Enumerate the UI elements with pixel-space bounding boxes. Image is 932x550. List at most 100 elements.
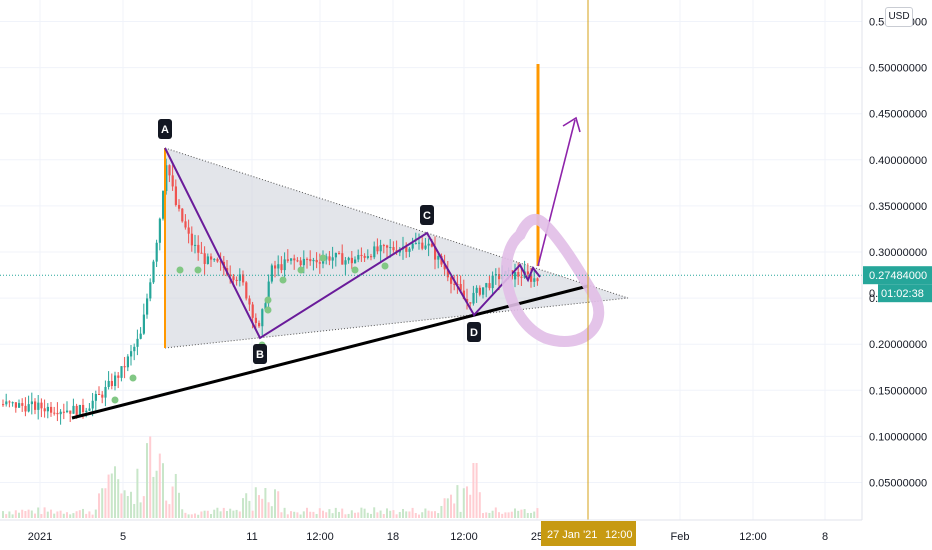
candle-body: [98, 394, 101, 396]
volume-bar: [459, 511, 462, 518]
candle-body: [277, 264, 280, 269]
volume-bar: [5, 514, 8, 518]
currency-button[interactable]: USD: [885, 7, 913, 27]
countdown-pill: [878, 284, 932, 303]
volume-bar: [53, 513, 56, 518]
candle-body: [280, 264, 283, 271]
candle-body: [149, 282, 152, 299]
candle-body: [82, 404, 85, 413]
volume-bar: [91, 514, 94, 518]
highlight-circle: [500, 213, 605, 348]
candle-body: [181, 208, 184, 222]
candle-body: [258, 322, 261, 327]
volume-bar: [277, 491, 280, 518]
candle-body: [85, 410, 88, 413]
volume-bar: [158, 453, 161, 518]
candle-body: [14, 402, 17, 408]
volume-bar: [392, 510, 395, 518]
candle-body: [171, 175, 174, 187]
candle-body: [136, 338, 139, 347]
candle-body: [392, 247, 395, 251]
candle-body: [248, 298, 251, 305]
candle-body: [418, 242, 421, 244]
candle-body: [21, 403, 24, 406]
last-price-value: 0.27484000: [869, 270, 927, 282]
signal-dot: [297, 266, 305, 274]
time-tick-label: 2021: [28, 531, 52, 543]
signal-dot: [381, 262, 389, 270]
volume-bar: [210, 514, 212, 518]
price-tick-label: 0.15000000: [869, 385, 927, 397]
volume-bar: [146, 443, 148, 518]
volume-bar: [139, 502, 142, 518]
candle-body: [210, 256, 213, 260]
volume-bar: [418, 514, 420, 518]
volume-bar: [296, 512, 299, 518]
last-price-pill: [863, 266, 932, 285]
volume-bar: [453, 503, 456, 518]
candle-body: [488, 283, 491, 289]
volume-bar: [30, 510, 33, 518]
price-tick-label: 0.20000000: [869, 339, 927, 351]
volume-bar: [536, 508, 539, 518]
price-tick-label: 0.40000000: [869, 155, 927, 167]
candle-body: [232, 276, 235, 280]
candle-body: [386, 245, 389, 248]
time-axis[interactable]: [0, 520, 862, 550]
candle-body: [312, 259, 315, 262]
volume-bar: [504, 512, 507, 518]
candle-body: [520, 276, 523, 278]
candle-body: [408, 248, 411, 252]
signal-dot: [319, 254, 327, 262]
candle-body: [293, 258, 296, 261]
axis-labels: 0.27484000 01:02:380. 27 Jan '21 12:00: [541, 266, 932, 546]
volume-bar: [238, 511, 241, 518]
volume-bar: [18, 512, 20, 518]
candle-body: [373, 246, 376, 258]
candle-body: [216, 259, 219, 262]
candle-body: [50, 406, 53, 413]
volume-bar: [309, 511, 312, 518]
volume-bar: [168, 504, 171, 518]
candle-body: [306, 258, 309, 260]
candle-body: [94, 394, 97, 401]
point-label-box: [467, 322, 481, 342]
volume-bar: [530, 512, 532, 518]
volume-bar: [494, 507, 497, 518]
volume-bar: [507, 512, 510, 518]
price-tick-label: 0.10000000: [869, 431, 927, 443]
volume-bar: [293, 511, 296, 518]
volume-bar: [136, 468, 139, 518]
candle-body: [526, 271, 529, 275]
volume-bar: [382, 514, 385, 518]
candle-body: [347, 257, 350, 261]
volume-bar: [354, 512, 356, 518]
candle-body: [341, 253, 344, 265]
candle-body: [376, 246, 379, 252]
candle-body: [187, 227, 190, 234]
countdown-value: 01:02:38: [881, 288, 924, 300]
candle-body: [66, 410, 69, 413]
volume-bar: [344, 514, 347, 518]
volume-bar: [187, 514, 190, 518]
candle-body: [162, 191, 165, 219]
crosshair-time-pill: [541, 521, 636, 546]
candle-body: [270, 265, 273, 282]
volume-bar: [232, 510, 235, 518]
volume-bar: [62, 513, 65, 518]
candle-body: [72, 405, 75, 414]
candle-body: [453, 283, 456, 285]
volume-bar: [216, 507, 219, 518]
volume-bar: [27, 509, 30, 518]
candle-body: [466, 299, 469, 303]
volume-bar: [379, 510, 382, 518]
time-tick-label: 18: [387, 531, 399, 543]
volume-bar: [181, 509, 184, 518]
candle-body: [110, 380, 113, 387]
volume-bar: [334, 507, 337, 518]
volume-bar: [475, 463, 478, 518]
volume-bar: [75, 511, 78, 518]
volume-bar: [302, 511, 305, 518]
volume-bar: [165, 500, 168, 518]
